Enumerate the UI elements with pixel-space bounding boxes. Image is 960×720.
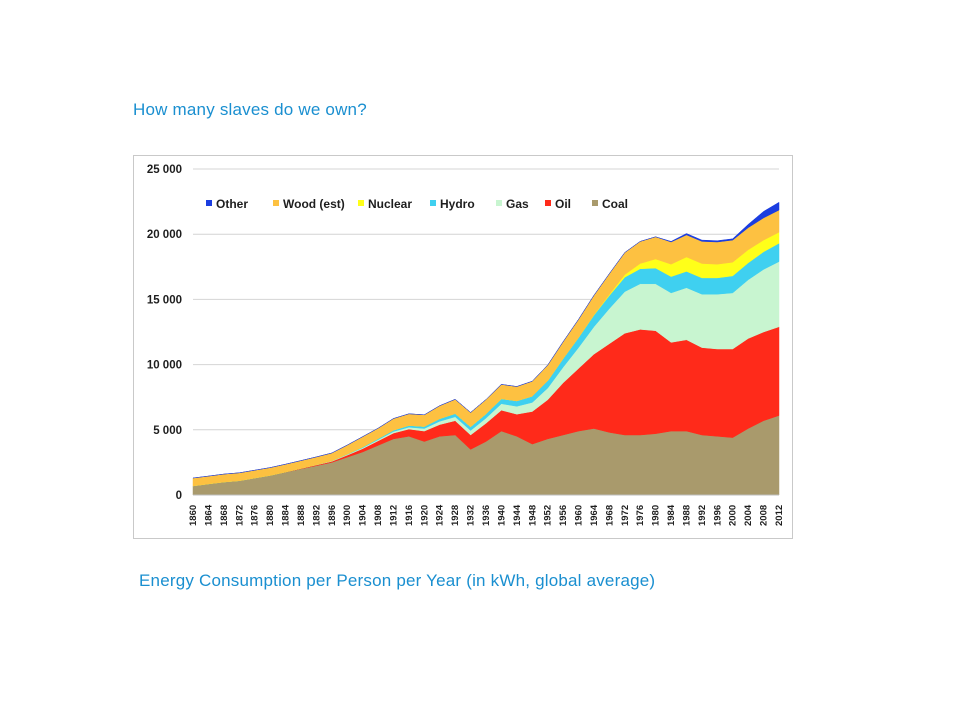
- legend-label: Wood (est): [283, 197, 345, 211]
- legend-item: Oil: [545, 197, 571, 211]
- x-tick-label: 1880: [265, 505, 276, 526]
- x-tick-label: 1972: [620, 505, 631, 526]
- y-tick-label: 0: [176, 490, 182, 502]
- y-tick-label: 15 000: [147, 294, 182, 306]
- legend: Other Wood (est) Nuclear Hydro Gas Oil Coal: [206, 197, 628, 211]
- x-tick-label: 1872: [234, 505, 245, 526]
- x-tick-label: 1996: [712, 505, 723, 526]
- legend-label: Hydro: [440, 197, 475, 211]
- legend-item: Coal: [592, 197, 628, 211]
- x-tick-label: 1932: [466, 505, 477, 526]
- x-tick-label: 1920: [419, 505, 430, 526]
- legend-item: Other: [206, 197, 248, 211]
- area-other: [192, 201, 780, 479]
- x-tick-label: 1936: [481, 505, 492, 526]
- x-tick-label: 1924: [435, 504, 446, 526]
- x-tick-label: 1928: [450, 505, 461, 526]
- legend-label: Coal: [602, 197, 628, 211]
- stacked-areas: [192, 201, 780, 496]
- x-tick-label: 1976: [635, 505, 646, 526]
- x-tick-label: 1988: [681, 505, 692, 526]
- legend-item: Wood (est): [273, 197, 345, 211]
- x-tick-label: 1968: [604, 505, 615, 526]
- x-tick-label: 1940: [496, 505, 507, 526]
- x-tick-label: 1876: [250, 505, 261, 526]
- x-tick-label: 1884: [281, 504, 292, 526]
- legend-item: Nuclear: [358, 197, 412, 211]
- x-tick-label: 2000: [728, 505, 739, 526]
- x-tick-label: 1896: [327, 505, 338, 526]
- x-tick-label: 1908: [373, 505, 384, 526]
- x-tick-label: 1860: [188, 505, 199, 526]
- legend-label: Gas: [506, 197, 529, 211]
- legend-swatch: [592, 200, 598, 206]
- legend-swatch: [496, 200, 502, 206]
- chart-caption: Energy Consumption per Person per Year (…: [139, 571, 656, 590]
- x-tick-label: 2008: [759, 505, 770, 526]
- legend-label: Nuclear: [368, 197, 412, 211]
- x-tick-label: 1960: [574, 505, 585, 526]
- y-tick-label: 5 000: [153, 425, 182, 437]
- x-axis: 1860 1864 1868 1872 1876 1880 1884 1888 1892 1896…: [188, 494, 785, 526]
- x-tick-label: 1888: [296, 505, 307, 526]
- x-tick-label: 1944: [512, 504, 523, 526]
- x-tick-label: 1948: [527, 505, 538, 526]
- y-tick-label: 20 000: [147, 229, 182, 241]
- page-heading: How many slaves do we own?: [133, 100, 367, 119]
- x-tick-label: 1980: [651, 505, 662, 526]
- x-tick-label: 1904: [358, 504, 369, 526]
- x-tick-label: 1992: [697, 505, 708, 526]
- x-tick-label: 1900: [342, 505, 353, 526]
- x-tick-label: 1892: [311, 505, 322, 526]
- x-tick-label: 2012: [774, 505, 785, 526]
- legend-swatch: [273, 200, 279, 206]
- x-tick-label: 1952: [543, 505, 554, 526]
- legend-swatch: [430, 200, 436, 206]
- y-tick-label: 25 000: [147, 164, 182, 176]
- legend-item: Hydro: [430, 197, 475, 211]
- x-tick-label: 1916: [404, 505, 415, 526]
- x-tick-label: 1864: [203, 504, 214, 526]
- x-tick-label: 1912: [388, 505, 399, 526]
- legend-swatch: [545, 200, 551, 206]
- y-tick-label: 10 000: [147, 360, 182, 372]
- legend-label: Other: [216, 197, 248, 211]
- y-axis: 0 5 000 10 000 15 000 20 000 25 000: [147, 164, 182, 502]
- legend-swatch: [358, 200, 364, 206]
- legend-item: Gas: [496, 197, 529, 211]
- x-tick-label: 1964: [589, 504, 600, 526]
- legend-label: Oil: [555, 197, 571, 211]
- x-tick-label: 1868: [219, 505, 230, 526]
- legend-swatch: [206, 200, 212, 206]
- x-tick-label: 2004: [743, 504, 754, 526]
- x-tick-label: 1956: [558, 505, 569, 526]
- x-tick-label: 1984: [666, 504, 677, 526]
